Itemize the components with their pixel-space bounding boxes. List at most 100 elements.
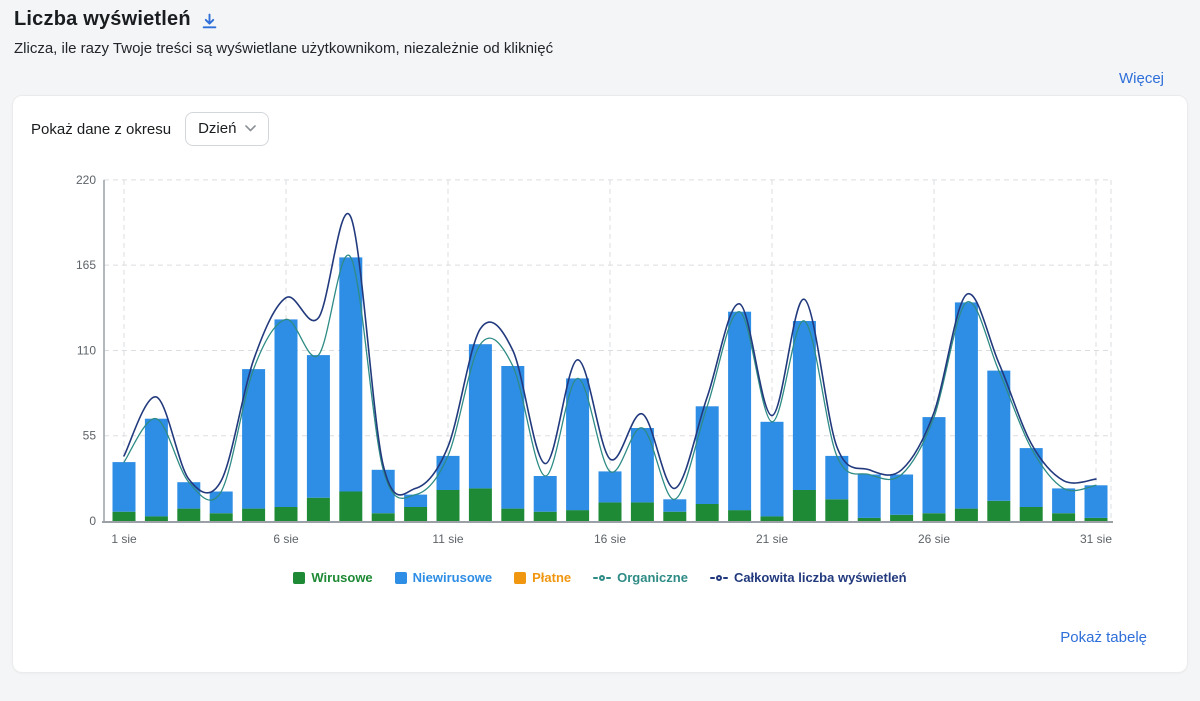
show-table-link[interactable]: Pokaż tabelę [1060,629,1147,646]
bar-segment[interactable] [144,516,168,521]
bar-segment[interactable] [144,418,168,517]
download-icon[interactable] [201,13,218,30]
bar-segment[interactable] [501,508,525,521]
bar-segment[interactable] [566,510,590,521]
period-dropdown[interactable]: Dzień [185,112,270,146]
x-axis-label: 6 sie [273,532,299,546]
impressions-chart: 0 55 110 165 220 1 sie 6 sie 11 sie 16 sie 21 sie… [76,173,1113,546]
legend-label: Płatne [532,570,572,585]
bar-segment[interactable] [468,344,492,489]
bar-segment[interactable] [1084,517,1108,521]
bar-segment[interactable] [1052,488,1076,514]
chart-card: Pokaż dane z okresu Dzień 0 55 110 165 220 1 … [12,95,1188,673]
bar-segment[interactable] [112,511,136,521]
bar-segment[interactable] [857,474,881,518]
bar-segment[interactable] [339,257,363,492]
bar-segment[interactable] [274,507,298,521]
bar-segment[interactable] [954,302,978,509]
x-axis-label: 16 sie [594,532,626,546]
bar-segment[interactable] [242,369,266,509]
bar-segment[interactable] [566,378,590,511]
bar-segment[interactable] [112,462,136,512]
x-axis-label: 26 sie [918,532,950,546]
bar-segment[interactable] [890,514,914,521]
bar-segment[interactable] [695,406,719,504]
period-dropdown-value: Dzień [198,120,237,137]
bar-segment[interactable] [825,499,849,521]
period-label: Pokaż dane z okresu [31,120,172,138]
bar-segment[interactable] [1084,485,1108,518]
legend-label: Wirusowe [311,570,373,585]
y-axis-label: 220 [76,173,96,187]
legend-swatch [293,571,306,584]
bar-segment[interactable] [177,482,201,509]
bar-segment[interactable] [306,497,330,521]
x-axis-label: 31 sie [1080,532,1112,546]
bar-segment[interactable] [760,516,784,521]
bar-segment[interactable] [987,370,1011,501]
bar-segment[interactable] [922,417,946,514]
bar-segment[interactable] [1052,513,1076,521]
bar-segment[interactable] [404,494,428,507]
bar-segment[interactable] [630,502,654,521]
bar-segment[interactable] [792,490,816,521]
bar-segment[interactable] [1019,448,1043,507]
y-axis-label: 0 [89,514,96,528]
legend-swatch [394,571,407,584]
bar-segment[interactable] [209,513,233,521]
line-total-views [123,212,1097,496]
legend-line-marker [709,574,728,581]
bar-segment[interactable] [1019,507,1043,521]
bar-segment[interactable] [760,421,784,517]
legend-item: Niewirusowe [394,570,493,585]
legend-label: Niewirusowe [412,570,493,585]
bar-segment[interactable] [468,488,492,521]
page-subtitle: Zlicza, ile razy Twoje treści są wyświet… [14,40,554,57]
bar-segment[interactable] [533,511,557,521]
bar-segment[interactable] [306,355,330,498]
page-title: Liczba wyświetleń [14,8,191,30]
bar-segment[interactable] [987,500,1011,521]
bar-segment[interactable] [890,474,914,515]
legend-item: Wirusowe [293,570,373,585]
y-axis-label: 110 [77,343,96,357]
page-header: Liczba wyświetleń Zlicza, ile razy Twoje… [0,0,1200,88]
chevron-down-icon [245,125,257,132]
x-axis-label: 1 sie [111,532,137,546]
bar-segment[interactable] [436,490,460,521]
x-axis-label: 11 sie [432,532,463,546]
bar-segment[interactable] [371,513,395,521]
legend-label: Organiczne [617,570,688,585]
legend-label: Całkowita liczba wyświetleń [733,570,907,585]
bar-segment[interactable] [728,510,752,521]
bar-segment[interactable] [501,366,525,509]
bar-segment[interactable] [954,508,978,521]
bar-segment[interactable] [533,476,557,512]
legend-item: Płatne [514,570,571,585]
chart-legend: Wirusowe Niewirusowe Płatne Organiczne Całko… [13,570,1187,585]
bar-segment[interactable] [598,471,622,503]
bar-segment[interactable] [663,511,687,521]
legend-item: Organiczne [593,570,688,585]
bar-segment[interactable] [177,508,201,521]
bar-segment[interactable] [922,513,946,521]
bar-segment[interactable] [404,507,428,521]
bar-segment[interactable] [695,503,719,521]
bar-segment[interactable] [857,517,881,521]
bar-segment[interactable] [792,321,816,490]
more-link[interactable]: Więcej [1118,70,1164,87]
bar-segment[interactable] [242,508,266,521]
bar-segment[interactable] [436,455,460,490]
y-axis-label: 165 [76,258,96,272]
x-axis-label: 21 sie [756,532,788,546]
bar-segment[interactable] [630,428,654,503]
bar-segment[interactable] [209,491,233,514]
bar-segment[interactable] [274,319,298,507]
legend-item: Całkowita liczba wyświetleń [709,570,907,585]
bar-segment[interactable] [663,499,687,512]
bar-segment[interactable] [598,502,622,521]
bar-segment[interactable] [371,469,395,514]
bar-segment[interactable] [339,491,363,522]
line-organic [123,254,1097,501]
bar-segment[interactable] [728,311,752,511]
